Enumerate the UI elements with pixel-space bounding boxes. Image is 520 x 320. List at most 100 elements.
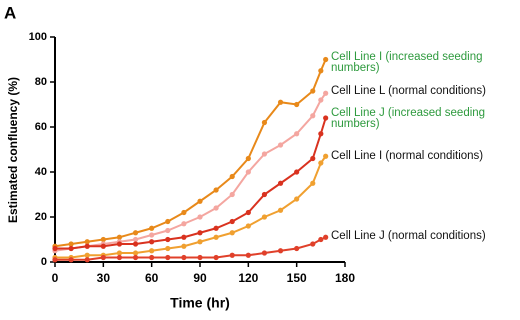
data-point [323,56,329,63]
data-point [181,254,187,261]
data-point [318,97,324,103]
data-point [181,209,187,216]
data-point [132,236,139,243]
data-point [310,155,316,162]
data-point [100,254,106,261]
y-tick-label: 60 [35,121,47,133]
data-point [245,209,251,216]
x-axis-label: Time (hr) [170,295,230,311]
data-point [132,230,139,236]
series-label: Cell Line I (increased seeding numbers) [331,51,483,74]
data-point [197,230,203,236]
data-point [294,245,300,252]
data-point [116,234,123,240]
data-point [84,243,90,249]
data-point [116,241,123,247]
x-tick-label: 60 [145,271,159,285]
data-point [318,131,324,137]
data-point [229,191,235,198]
x-tick-label: 150 [287,271,307,285]
data-point [229,230,235,236]
data-point [149,254,155,261]
data-point [277,180,284,186]
data-point [181,243,187,249]
y-tick-label: 0 [41,256,47,268]
data-point [181,234,187,240]
series-label: Cell Line J (normal conditions) [331,230,486,242]
data-point [197,254,203,261]
x-tick-label: 90 [193,271,207,285]
data-point [245,155,251,162]
data-point [165,236,171,243]
data-point [84,252,90,258]
data-point [132,250,139,256]
y-axis-label: Estimated confluency (%) [6,77,20,223]
data-point [68,245,74,252]
data-point [149,225,155,231]
data-point [229,218,235,225]
x-tick-label: 180 [335,271,355,285]
data-point [213,187,219,193]
series-line [54,59,327,248]
data-point [318,236,324,243]
data-point [323,153,329,159]
data-point [294,169,300,175]
data-point [149,232,155,238]
data-point [68,241,74,247]
data-point [197,198,203,204]
data-point [84,257,90,263]
x-tick-label: 0 [52,271,59,285]
data-point [323,234,329,240]
data-point [294,131,300,137]
data-point [245,252,251,258]
y-tick-label: 80 [35,76,47,88]
data-point [116,254,123,261]
series-line [55,117,327,250]
x-tick-label: 30 [97,271,111,285]
data-point [165,227,171,234]
data-point [165,218,171,225]
data-point [261,191,268,198]
data-point [213,234,219,240]
y-tick-label: 20 [35,211,47,223]
data-point [310,113,316,119]
data-point [318,160,324,166]
data-point [323,115,329,121]
data-point [277,99,284,105]
data-point [310,88,316,94]
data-point [229,252,235,258]
data-point [229,173,235,180]
data-point [116,250,123,256]
data-point [84,239,90,245]
data-point [277,142,284,148]
data-point [213,205,219,211]
data-point [277,207,284,213]
data-point [197,214,203,220]
data-point [165,254,171,261]
data-point [197,239,203,245]
data-point [245,223,251,229]
panel-label: A [4,3,16,22]
y-tick-label: 40 [35,166,47,178]
series-label: Cell Line J (increased seeding numbers) [331,107,486,130]
data-point [149,239,155,245]
data-point [245,169,251,175]
data-point [261,250,268,256]
series-line [54,92,327,252]
data-point [277,248,284,254]
series-label: Cell Line I (normal conditions) [331,150,484,162]
data-point [52,257,58,263]
data-point [261,151,268,157]
data-point [213,254,219,261]
data-point [132,241,139,247]
data-point [261,214,268,220]
data-point [165,245,171,252]
data-point [149,248,155,254]
y-tick-label: 100 [29,31,47,43]
data-point [52,245,58,252]
data-point [132,254,139,261]
data-point [318,68,324,74]
data-point [100,236,106,243]
